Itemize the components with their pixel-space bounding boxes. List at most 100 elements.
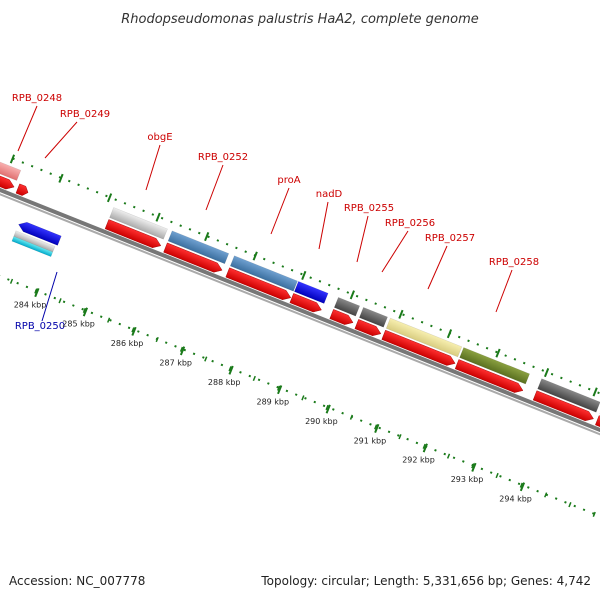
kbp-tick-mark (34, 287, 40, 298)
kbp-tick-mark (374, 423, 380, 434)
gene-band-rpb-0250-alt[interactable] (11, 236, 54, 257)
accession-text: Accession: NC_007778 (9, 574, 145, 588)
gene-label[interactable]: nadD (316, 189, 343, 200)
outer-tick-mark (106, 193, 113, 203)
kbp-label: 287 kbp (159, 359, 192, 368)
minor-tick-mark (9, 278, 14, 284)
gene-features (0, 154, 600, 440)
backbone-inner (0, 185, 600, 448)
gene-band-rpb-0252[interactable] (167, 230, 230, 265)
kbp-tick-mark (422, 443, 428, 453)
gene-band-proa[interactable] (229, 255, 298, 292)
outer-tick-mark (398, 309, 404, 319)
genome-track (0, 154, 600, 518)
cds-arrow-next[interactable] (532, 390, 595, 424)
gene-band-obge[interactable] (109, 207, 168, 240)
gene-label-leader (495, 269, 513, 313)
cds-arrow-rpb-0256[interactable] (354, 319, 383, 338)
gene-label-leader (145, 144, 161, 191)
minor-tick-mark (131, 327, 135, 333)
cds-arrow-edge[interactable] (595, 415, 600, 440)
kbp-label: 284 kbp (14, 300, 47, 309)
outer-tick-mark (58, 173, 64, 183)
gene-label-leader (41, 271, 58, 322)
gene-label[interactable]: RPB_0252 (198, 152, 248, 163)
cds-arrow-nadd[interactable] (289, 293, 323, 314)
minor-tick-mark (568, 502, 572, 508)
gene-label[interactable]: RPB_0256 (385, 218, 435, 229)
gene-label[interactable]: RPB_0258 (489, 257, 539, 268)
gene-label[interactable]: RPB_0257 (425, 233, 475, 244)
cds-arrow-proa[interactable] (225, 267, 293, 303)
minor-tick-mark (155, 336, 159, 343)
kbp-tick-mark (82, 307, 89, 317)
kbp-tick-mark (471, 462, 477, 472)
minor-tick-mark (107, 317, 111, 323)
gene-label-leader (205, 164, 224, 211)
outer-tick-mark (301, 270, 307, 280)
gene-label[interactable]: obgE (147, 132, 172, 143)
minor-tick-mark (277, 385, 281, 391)
genome-summary-text: Topology: circular; Length: 5,331,656 bp… (260, 574, 591, 588)
gene-band-next[interactable] (537, 378, 600, 413)
outer-tick-mark (592, 387, 598, 397)
cds-arrow-rpb-0248[interactable] (0, 166, 16, 192)
kbp-tick-mark (325, 404, 331, 414)
minor-tick-mark (374, 424, 378, 430)
cds-arrow-rpb-0249[interactable] (15, 183, 30, 197)
outer-tick-mark (204, 232, 210, 242)
gene-band-rpb-0257[interactable] (385, 317, 463, 358)
gene-label-leader (427, 245, 448, 290)
gene-band-rpb-0255[interactable] (333, 296, 361, 317)
cds-arrow-rpb-0258[interactable] (454, 359, 525, 396)
minor-tick-mark (471, 463, 475, 469)
kbp-tick-mark (179, 346, 186, 356)
minor-tick-mark (519, 482, 523, 488)
kbp-label: 292 kbp (402, 456, 435, 465)
minor-tick-mark (82, 307, 87, 314)
minor-tick-mark (204, 356, 208, 362)
cds-arrow-rpb-0255[interactable] (329, 309, 355, 327)
kbp-tick-mark (519, 482, 526, 492)
gene-label[interactable]: RPB_0248 (12, 93, 62, 104)
gene-label-leader (356, 215, 369, 263)
minor-tick-mark (228, 366, 232, 372)
gene-label-leader (270, 187, 290, 235)
outer-tick-mark (446, 329, 453, 339)
gene-label-leader (318, 201, 329, 250)
gene-band-nadd[interactable] (294, 281, 329, 304)
outer-tick-mark (495, 348, 501, 358)
cds-arrow-obge[interactable] (104, 219, 163, 251)
gene-label[interactable]: proA (277, 175, 300, 186)
minor-tick-mark (179, 346, 184, 352)
minor-tick-mark (592, 511, 596, 517)
cds-arrow-rpb-0257[interactable] (381, 329, 457, 368)
outer-tick-mark (543, 367, 550, 378)
cds-arrow-rpb-0250[interactable] (17, 220, 62, 246)
outer-tick-mark (155, 212, 161, 222)
gene-label[interactable]: RPB_0255 (344, 203, 394, 214)
kbp-label: 290 kbp (305, 417, 338, 426)
kbp-label: 294 kbp (499, 495, 532, 504)
kbp-label: 289 kbp (256, 397, 289, 406)
gene-band-rpb-0248[interactable] (0, 154, 22, 181)
gene-label[interactable]: RPB_0249 (60, 109, 110, 120)
kbp-tick-mark (131, 326, 137, 336)
gene-band-rpb-0258[interactable] (459, 347, 530, 385)
gene-label[interactable]: RPB_0250 (15, 321, 65, 332)
outer-dotted-ring (12, 157, 600, 412)
minor-tick-mark (398, 434, 402, 440)
cds-arrow-rpb-0252[interactable] (163, 242, 224, 275)
kbp-label: 288 kbp (208, 378, 241, 387)
minor-tick-mark (446, 453, 451, 459)
kbp-ticks (9, 154, 598, 517)
kbp-label: 286 kbp (111, 339, 144, 348)
gene-band-rpb-0256[interactable] (358, 307, 388, 328)
minor-tick-mark (325, 404, 329, 411)
kbp-label: 291 kbp (354, 436, 387, 445)
kbp-label: 285 kbp (62, 320, 95, 329)
map-title: Rhodopseudomonas palustris HaA2, complet… (121, 12, 479, 27)
gene-label-leader (44, 121, 78, 159)
outer-tick-mark (252, 251, 258, 261)
gene-label-leader (17, 105, 38, 152)
